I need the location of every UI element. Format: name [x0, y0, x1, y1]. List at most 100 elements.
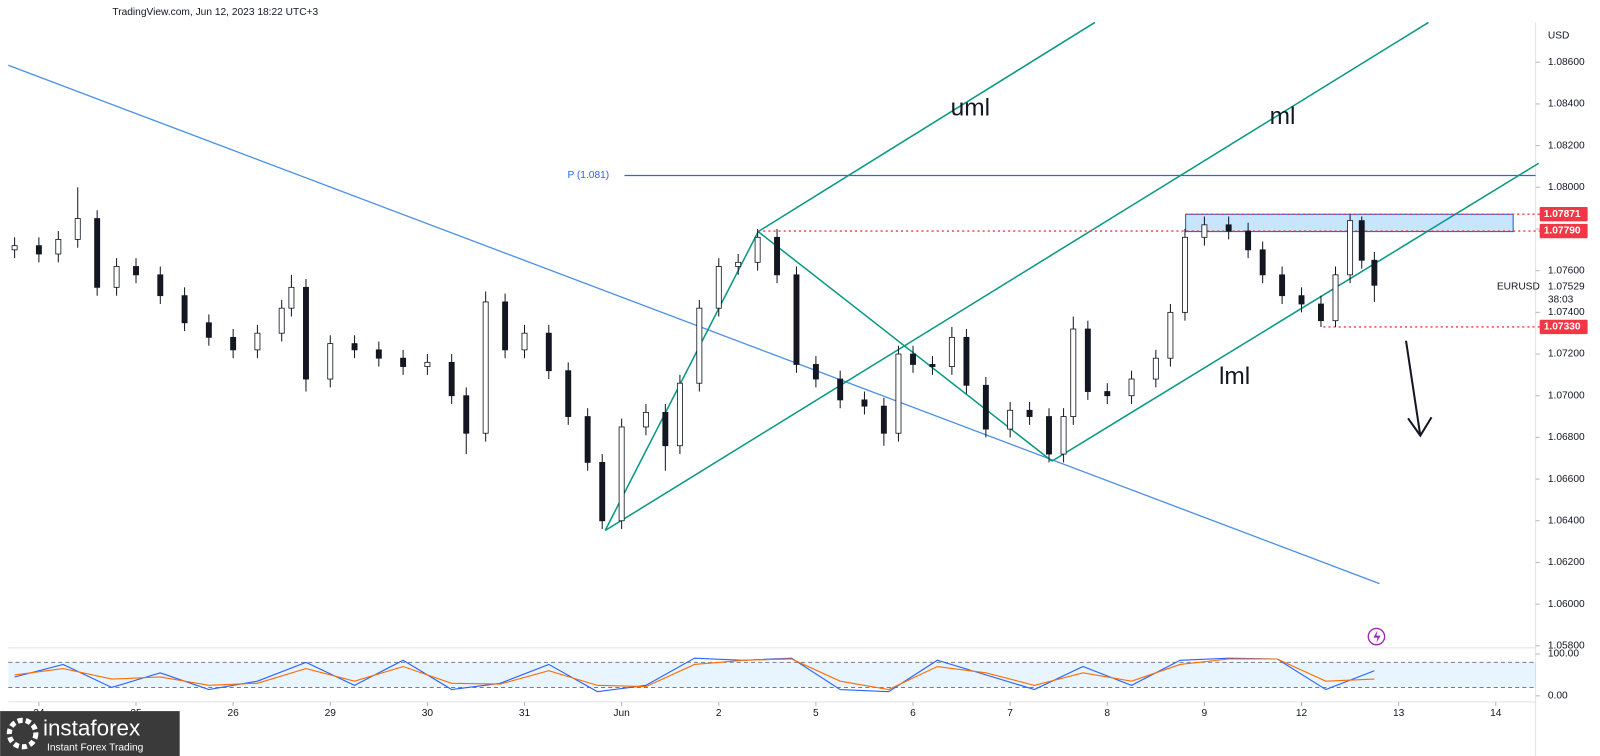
candle-body	[599, 462, 606, 522]
candle-body	[929, 364, 936, 367]
logo: instaforex Instant Forex Trading	[0, 711, 180, 756]
pitchfork-handle	[604, 231, 759, 531]
x-tick-label: 29	[325, 708, 337, 719]
candle-body	[400, 357, 407, 367]
candle-body	[1201, 224, 1208, 238]
candle-body	[1167, 311, 1174, 359]
candle-body	[1084, 328, 1091, 392]
level-tag	[1539, 319, 1588, 335]
candle-body	[113, 266, 120, 288]
candle-body	[74, 218, 81, 240]
candle-body	[662, 411, 669, 447]
candle-body	[861, 399, 868, 407]
annotation: uml	[951, 95, 990, 122]
candle-body	[11, 245, 18, 251]
pivot-label: P (1.081)	[567, 170, 609, 181]
candle-body	[288, 286, 295, 309]
candle-body	[35, 245, 42, 255]
candle-body	[880, 405, 887, 434]
candle-body	[230, 336, 237, 351]
candle-body	[948, 336, 955, 367]
y-tick-label: 1.07400	[1548, 307, 1585, 318]
median-line	[604, 21, 1429, 532]
candle-body	[327, 343, 334, 380]
candle-body	[812, 364, 819, 380]
oscillator-band	[8, 662, 1536, 688]
level-tag	[1539, 207, 1588, 222]
pitchfork-base	[757, 230, 1053, 462]
candle-body	[1298, 295, 1305, 305]
header-title: TradingView.com, Jun 12, 2023 18:22 UTC+…	[112, 7, 318, 18]
x-tick-label: 12	[1296, 708, 1308, 719]
candle-body	[642, 411, 649, 428]
candle-body	[618, 426, 625, 522]
candle-body	[375, 349, 382, 359]
candle-body	[584, 416, 591, 463]
countdown: 38:03	[1548, 295, 1574, 306]
candle-body	[1259, 249, 1266, 276]
candle-body	[521, 332, 528, 351]
candle-body	[1128, 378, 1135, 397]
level-tag	[1539, 223, 1588, 239]
candle-body	[1026, 409, 1033, 417]
candle-body	[1347, 220, 1354, 276]
logo-box	[0, 711, 180, 756]
y-tick-label: 1.08200	[1548, 140, 1585, 151]
candle-body	[696, 307, 703, 384]
candle-body	[463, 395, 470, 434]
candle-body	[793, 274, 800, 365]
candle-body	[1245, 230, 1252, 251]
last-price: 1.07529	[1548, 281, 1585, 292]
candle-body	[1007, 409, 1014, 430]
logo-tagline: Instant Forex Trading	[47, 743, 144, 754]
lower-median-line	[1051, 162, 1540, 462]
annotation: ml	[1270, 103, 1296, 130]
trendline	[8, 64, 1380, 585]
candle-body	[1279, 274, 1286, 297]
x-tick-label: 30	[422, 708, 434, 719]
candle-body	[895, 353, 902, 434]
candle-body	[278, 307, 285, 334]
x-tick-label: 31	[519, 708, 531, 719]
y-tick-label: 1.07600	[1548, 265, 1585, 276]
candle-body	[424, 361, 431, 367]
y-tick-label: 100.00	[1548, 649, 1579, 660]
candle-body	[774, 236, 781, 276]
annotation: lml	[1219, 363, 1250, 390]
y-tick-label: 1.07000	[1548, 390, 1585, 401]
candle-body	[351, 343, 358, 351]
candle-body	[545, 332, 552, 372]
level-tag-label: 1.07330	[1544, 322, 1581, 333]
pitchfork	[604, 21, 1540, 532]
y-tick-label: 1.06600	[1548, 474, 1585, 485]
candle-body	[303, 286, 309, 380]
candle-body	[1182, 236, 1188, 313]
logo-name: instaforex	[43, 715, 140, 740]
candle-body	[754, 236, 761, 263]
x-tick-label: 13	[1393, 708, 1405, 719]
y-tick-label: 1.08400	[1548, 99, 1585, 110]
symbol: EURUSD	[1497, 281, 1540, 292]
candle-body	[982, 384, 989, 430]
candle-body	[205, 322, 212, 338]
event-icon-bolt	[1373, 630, 1381, 643]
candle-body	[1046, 416, 1052, 455]
candle-body	[482, 301, 489, 434]
x-tick-label: 9	[1202, 708, 1208, 719]
y-tick-label: 1.08600	[1548, 57, 1585, 68]
candle-body	[448, 361, 455, 397]
candle-body	[565, 370, 572, 417]
candle-body	[1317, 303, 1324, 322]
y-tick-label: 1.06000	[1548, 599, 1585, 610]
candle-body	[1070, 328, 1077, 417]
oscillator-line	[14, 658, 1375, 691]
x-tick-label: 26	[227, 708, 239, 719]
candle-body	[254, 332, 261, 351]
x-tick-label: 8	[1104, 708, 1110, 719]
candle-body	[502, 301, 509, 351]
candle-body	[735, 261, 742, 267]
candle-body	[94, 218, 101, 288]
candle-body	[676, 382, 683, 447]
